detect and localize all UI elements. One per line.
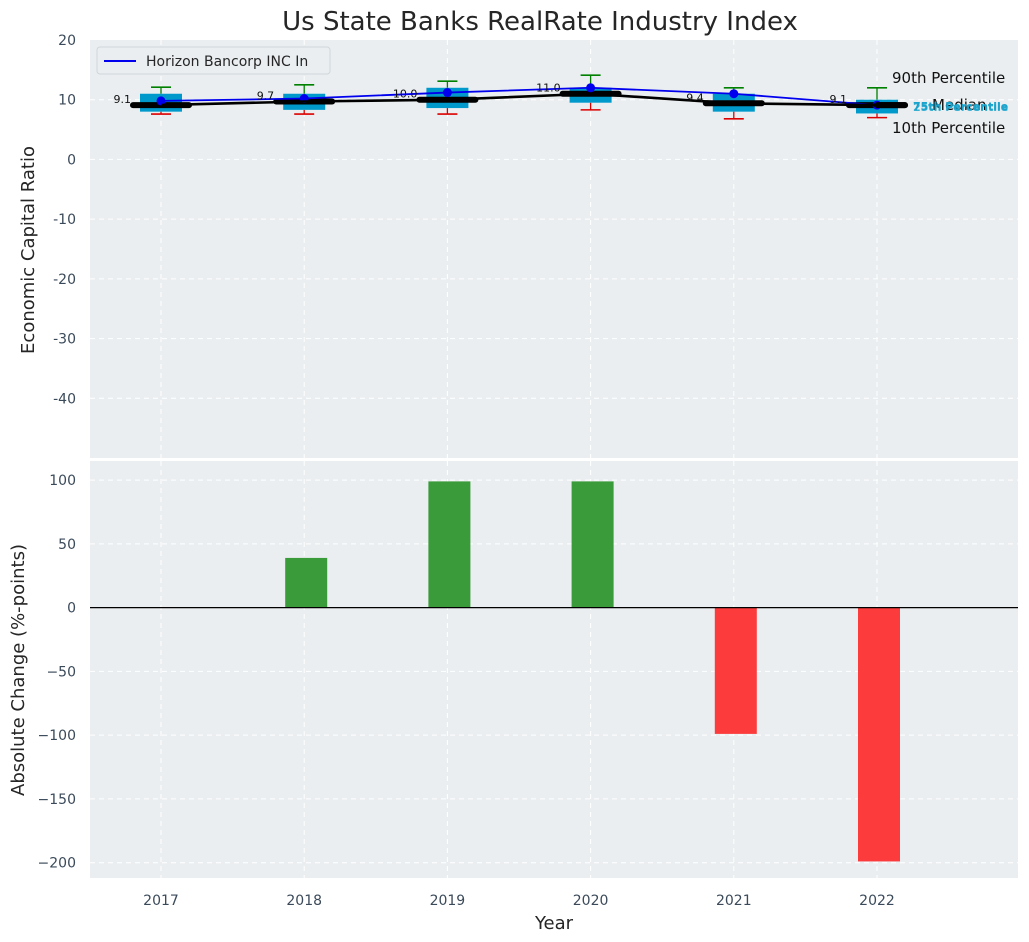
- annotation-25th: 25th Percentile: [913, 101, 1008, 114]
- chart-title: Us State Banks RealRate Industry Index: [282, 7, 798, 37]
- annotation-median: Median: [932, 96, 987, 114]
- annotation-10th: 10th Percentile: [892, 119, 1005, 137]
- median-value-label: 9.1: [114, 93, 132, 106]
- x-axis-label: Year: [534, 913, 574, 934]
- bottom-y-tick-label: −50: [46, 664, 76, 680]
- bar-negative: [714, 607, 757, 734]
- median-value-label: 10.0: [393, 88, 418, 101]
- bottom-y-tick-label: −200: [38, 856, 76, 872]
- horizon-point: [156, 96, 166, 106]
- top-y-tick-label: -30: [53, 332, 76, 348]
- legend: Horizon Bancorp INC In: [96, 46, 331, 75]
- x-tick-label: 2020: [573, 893, 609, 909]
- bottom-y-axis-label: Absolute Change (%-points): [8, 544, 29, 796]
- median-labels: 9.1 9.7 10.0 11.0 9.4 9.1: [114, 82, 848, 106]
- x-tick-label: 2019: [430, 893, 466, 909]
- median-value-label: 9.4: [686, 91, 704, 104]
- x-tick-label: 2021: [716, 893, 752, 909]
- median-value-label: 11.0: [536, 82, 561, 95]
- top-y-tick-label: 0: [67, 152, 76, 168]
- top-y-tick-label: 20: [58, 33, 76, 49]
- horizon-point: [442, 88, 452, 98]
- top-y-tick-label: 10: [58, 93, 76, 109]
- x-ticks: 2017 2018 2019 2020 2021 2022: [143, 893, 895, 909]
- bottom-y-tick-label: 50: [58, 537, 76, 553]
- legend-label-horizon: Horizon Bancorp INC In: [146, 54, 308, 70]
- legend-box: [96, 46, 331, 75]
- x-tick-label: 2018: [286, 893, 322, 909]
- bottom-y-tick-label: −100: [38, 728, 76, 744]
- top-y-tick-label: -20: [53, 272, 76, 288]
- annotation-75th: 75th Percentile: [913, 100, 1008, 113]
- series-lines: [156, 83, 908, 110]
- x-tick-label: 2017: [143, 893, 179, 909]
- x-tick-label: 2022: [859, 893, 895, 909]
- bottom-y-tick-label: −150: [38, 792, 76, 808]
- bottom-y-tick-label: 0: [67, 601, 76, 617]
- top-y-ticks: 20 10 0 -10 -20 -30 -40: [53, 33, 76, 407]
- horizon-point: [729, 89, 739, 99]
- bar-negative: [858, 607, 900, 862]
- bar-positive: [571, 481, 614, 608]
- horizon-point: [586, 83, 596, 93]
- annotation-90th: 90th Percentile: [892, 69, 1005, 87]
- median-series-line: [160, 92, 878, 107]
- top-y-axis-label: Economic Capital Ratio: [18, 146, 39, 354]
- bar-positive: [428, 481, 471, 608]
- bottom-y-ticks: 100 50 0 −50 −100 −150 −200: [38, 473, 76, 872]
- median-value-label: 9.1: [830, 93, 848, 106]
- top-y-tick-label: -40: [53, 391, 76, 407]
- horizon-series-line: [160, 86, 878, 106]
- bottom-y-tick-label: 100: [49, 473, 76, 489]
- median-value-label: 9.7: [257, 90, 275, 103]
- top-y-tick-label: -10: [53, 212, 76, 228]
- bar-positive: [285, 557, 328, 608]
- change-bars: [285, 481, 900, 862]
